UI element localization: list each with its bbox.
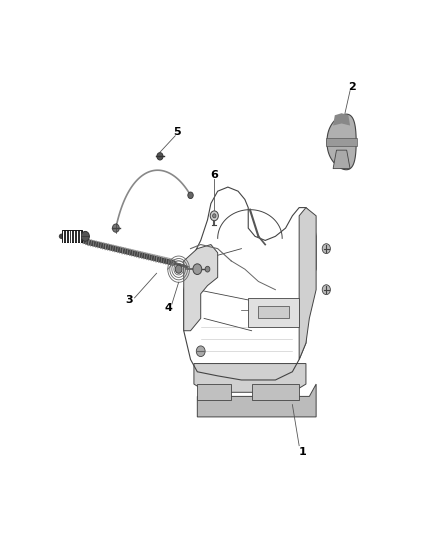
Text: 5: 5 [173, 127, 181, 136]
Circle shape [113, 224, 119, 232]
Polygon shape [251, 384, 299, 400]
Circle shape [205, 266, 210, 272]
Polygon shape [258, 306, 289, 318]
Polygon shape [61, 230, 82, 243]
Text: 1: 1 [299, 447, 307, 457]
Polygon shape [194, 364, 306, 392]
Polygon shape [184, 245, 218, 330]
Polygon shape [197, 384, 316, 417]
Text: 4: 4 [165, 303, 173, 313]
Polygon shape [248, 298, 299, 327]
Circle shape [322, 285, 330, 295]
Polygon shape [326, 138, 357, 146]
Text: 2: 2 [348, 82, 356, 92]
Circle shape [193, 264, 202, 274]
Circle shape [212, 214, 216, 218]
Circle shape [81, 231, 89, 241]
Polygon shape [327, 114, 356, 169]
Circle shape [175, 265, 182, 273]
Polygon shape [333, 113, 350, 125]
Polygon shape [333, 150, 350, 168]
Circle shape [322, 244, 330, 254]
Text: 6: 6 [210, 170, 218, 180]
Circle shape [196, 346, 205, 357]
Text: 3: 3 [126, 295, 133, 305]
Polygon shape [299, 207, 316, 359]
Polygon shape [197, 384, 231, 400]
Circle shape [210, 211, 219, 221]
Circle shape [157, 152, 163, 160]
Circle shape [188, 192, 193, 199]
